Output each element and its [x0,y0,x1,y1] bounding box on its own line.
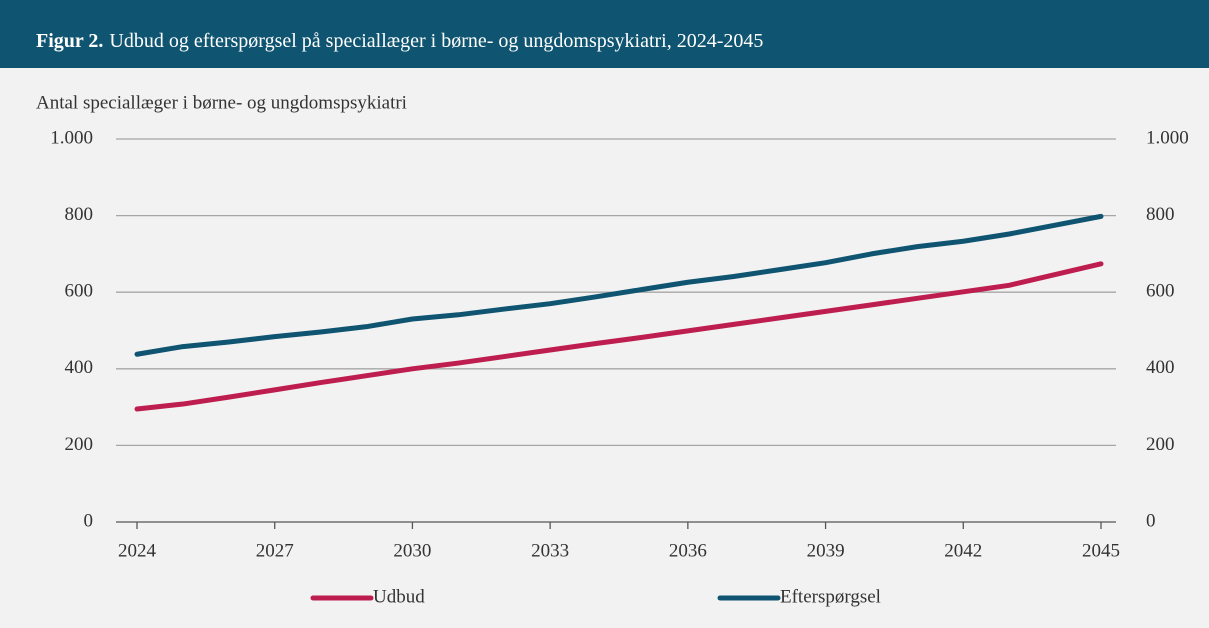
x-tick-label: 2033 [531,540,569,561]
title-label: Figur 2. [36,30,103,52]
line-series [134,261,1104,412]
x-tick-label: 2027 [256,540,294,561]
y-tick-label: 600 [65,281,94,302]
x-tick-label: 2039 [807,540,845,561]
y-tick-label: 800 [65,204,94,225]
y-tick-label: 200 [65,434,94,455]
y-tick-label: 0 [84,510,94,531]
x-tick-label: 2030 [393,540,431,561]
legend-label: Efterspørgsel [780,586,881,607]
line-series [134,213,1104,357]
x-tick-label: 2036 [669,540,707,561]
y2-tick-label: 800 [1146,204,1175,225]
y-tick-label: 400 [65,357,94,378]
y2-tick-label: 400 [1146,357,1175,378]
y-tick-label: 1.000 [50,127,93,148]
x-tick-label: 2024 [118,540,157,561]
x-tick-label: 2042 [944,540,982,561]
legend-label: Udbud [373,586,425,607]
y2-tick-label: 1.000 [1146,127,1189,148]
y2-tick-label: 0 [1146,510,1156,531]
y-axis-label: Antal speciallæger i børne- og ungdomsps… [36,92,407,113]
title-text: Udbud og efterspørgsel på speciallæger i… [109,30,763,52]
y2-tick-label: 600 [1146,281,1175,302]
chart-title: Figur 2. Udbud og efterspørgsel på specia… [36,30,763,52]
x-tick-label: 2045 [1082,540,1120,561]
header-bar [0,0,1209,68]
y2-tick-label: 200 [1146,434,1175,455]
